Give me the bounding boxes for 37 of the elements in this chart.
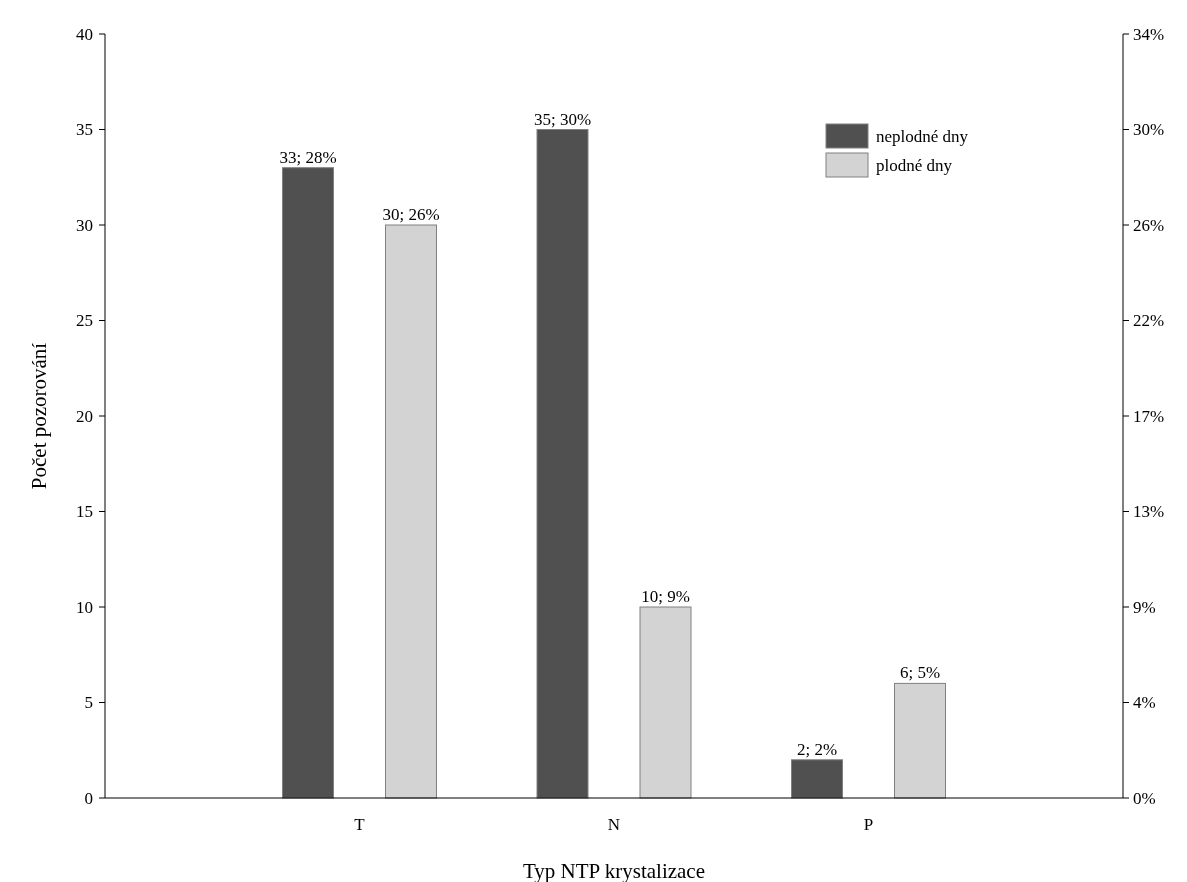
data-label: 10; 9% xyxy=(641,587,690,606)
legend-label: neplodné dny xyxy=(876,126,969,146)
legend-label: plodné dny xyxy=(876,155,953,175)
y2-tick-label: 34% xyxy=(1133,24,1165,44)
y-tick-label: 20 xyxy=(76,406,93,426)
y-tick-label: 15 xyxy=(76,502,93,522)
data-label: 2; 2% xyxy=(796,739,838,759)
y-tick-label: 40 xyxy=(76,24,93,44)
x-tick-label: P xyxy=(863,815,874,834)
y-tick-label: 5 xyxy=(84,693,93,713)
y2-tick-label: 0% xyxy=(1133,788,1156,808)
data-label: 6; 5% xyxy=(899,663,941,683)
y-tick-label: 25 xyxy=(76,311,93,331)
data-label: 30; 26% xyxy=(382,205,440,224)
bar xyxy=(282,167,334,799)
bar xyxy=(791,759,843,799)
y-tick-label: 35 xyxy=(76,120,93,140)
y2-tick-label: 30% xyxy=(1133,120,1165,140)
y2-tick-label: 9% xyxy=(1133,597,1156,617)
x-axis-title: Typ NTP krystalizace xyxy=(522,859,706,882)
bar xyxy=(894,682,946,799)
y2-tick-label: 13% xyxy=(1133,502,1165,522)
y2-tick-label: 17% xyxy=(1133,406,1165,426)
y-axis-title: Počet pozorování xyxy=(27,342,51,490)
bar xyxy=(536,129,589,799)
bar xyxy=(385,224,437,799)
data-label: 33; 28% xyxy=(279,147,337,167)
x-tick-label: N xyxy=(607,815,621,834)
y-tick-label: 0 xyxy=(84,788,93,808)
data-label: 35; 30% xyxy=(533,109,592,129)
bar xyxy=(639,606,692,799)
y2-tick-label: 26% xyxy=(1133,215,1165,235)
y2-tick-label: 4% xyxy=(1133,693,1156,713)
y2-tick-label: 22% xyxy=(1133,311,1165,331)
x-tick-label: T xyxy=(354,815,366,834)
y-tick-label: 10 xyxy=(76,597,93,617)
y-tick-label: 30 xyxy=(76,215,93,235)
